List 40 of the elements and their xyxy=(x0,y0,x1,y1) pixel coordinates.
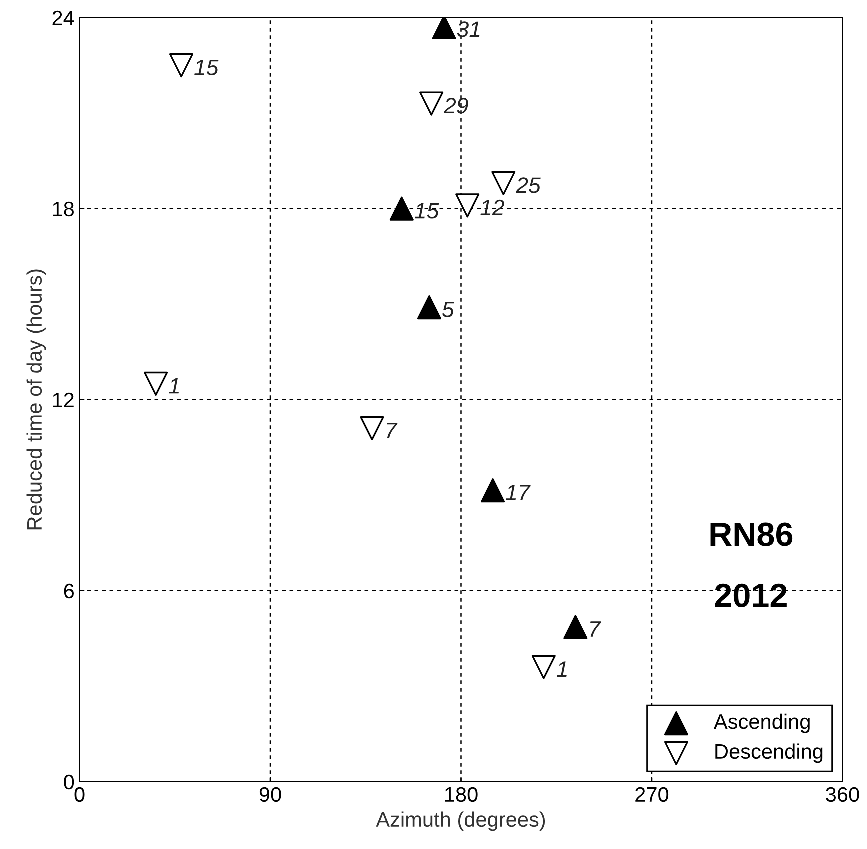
annotation: 5 xyxy=(442,302,454,318)
annotation: 1 xyxy=(556,662,567,678)
point xyxy=(420,92,444,116)
y-tick-label: 6 xyxy=(64,584,74,599)
x-tick-label: 270 xyxy=(636,787,669,802)
point xyxy=(144,372,168,396)
x-tick-label: 180 xyxy=(445,787,478,802)
annotation: 29 xyxy=(444,98,468,114)
y-tick-label: 24 xyxy=(52,10,74,26)
annotation: RN86 xyxy=(710,522,793,546)
point xyxy=(481,478,506,503)
annotation: 1 xyxy=(169,378,180,394)
point xyxy=(417,296,442,320)
point xyxy=(456,194,480,218)
point xyxy=(390,196,414,221)
x-tick-label: 0 xyxy=(74,787,85,802)
point xyxy=(564,615,588,640)
point xyxy=(492,171,516,196)
annotation: 25 xyxy=(516,178,541,194)
y-axis-title: Reduced time of day (hours) xyxy=(26,270,46,530)
y-tick-label: 0 xyxy=(64,774,74,790)
y-tick-label: 12 xyxy=(53,392,74,408)
annotation: 15 xyxy=(414,203,440,219)
legend-label: Ascending xyxy=(714,714,810,734)
point xyxy=(532,655,556,680)
legend-label: Descending xyxy=(716,744,823,764)
x-axis-title: Azimuth (degrees) xyxy=(376,812,546,832)
annotation: 2012 xyxy=(715,584,787,608)
annotation: 15 xyxy=(194,60,219,76)
point xyxy=(432,18,456,40)
x-tick-label: 90 xyxy=(260,787,282,802)
annotation: 7 xyxy=(387,422,398,438)
y-tick-label: 18 xyxy=(53,202,74,217)
annotation: 17 xyxy=(506,485,531,500)
x-tick-label: 360 xyxy=(826,787,860,802)
annotation: 31 xyxy=(457,22,480,38)
point xyxy=(169,54,194,78)
point xyxy=(360,416,384,441)
annotation: 12 xyxy=(480,200,504,216)
annotation: 7 xyxy=(590,622,602,637)
